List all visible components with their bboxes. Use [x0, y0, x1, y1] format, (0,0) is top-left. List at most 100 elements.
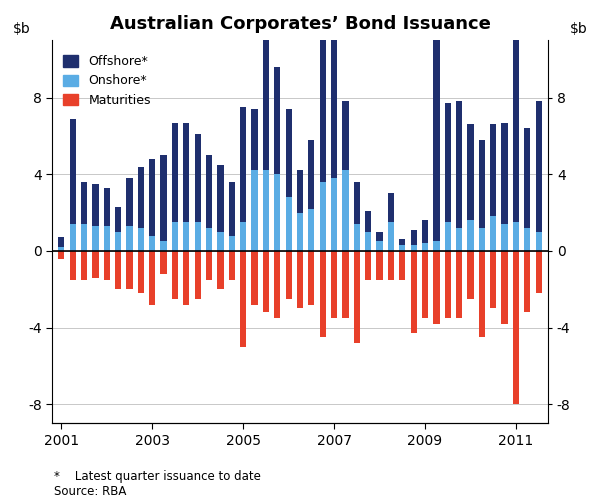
Bar: [490, 124, 496, 216]
Text: $b: $b: [569, 22, 587, 36]
Bar: [320, 38, 326, 182]
Bar: [536, 102, 542, 232]
Bar: [194, 134, 201, 222]
Bar: [297, 171, 303, 213]
Bar: [127, 178, 133, 226]
Bar: [70, 224, 76, 251]
Bar: [365, 232, 371, 251]
Bar: [286, 251, 292, 299]
Bar: [320, 182, 326, 251]
Bar: [58, 247, 64, 251]
Bar: [479, 140, 485, 228]
Bar: [172, 222, 178, 251]
Bar: [127, 226, 133, 251]
Bar: [217, 251, 224, 289]
Bar: [536, 251, 542, 293]
Bar: [524, 228, 530, 251]
Title: Australian Corporates’ Bond Issuance: Australian Corporates’ Bond Issuance: [110, 15, 490, 33]
Bar: [160, 155, 167, 241]
Bar: [433, 34, 440, 241]
Bar: [422, 243, 428, 251]
Bar: [354, 251, 360, 343]
Bar: [274, 67, 280, 174]
Bar: [467, 251, 473, 299]
Bar: [331, 178, 337, 251]
Bar: [467, 124, 473, 220]
Bar: [251, 171, 257, 251]
Bar: [104, 188, 110, 226]
Bar: [490, 251, 496, 308]
Bar: [104, 226, 110, 251]
Bar: [456, 251, 462, 318]
Bar: [149, 159, 155, 235]
Bar: [172, 251, 178, 299]
Bar: [81, 224, 87, 251]
Bar: [217, 164, 224, 232]
Bar: [524, 128, 530, 228]
Bar: [502, 123, 508, 224]
Bar: [194, 251, 201, 299]
Bar: [229, 182, 235, 235]
Bar: [479, 251, 485, 337]
Bar: [194, 222, 201, 251]
Bar: [160, 241, 167, 251]
Bar: [160, 251, 167, 274]
Bar: [138, 166, 144, 228]
Bar: [399, 245, 406, 251]
Legend: Offshore*, Onshore*, Maturities: Offshore*, Onshore*, Maturities: [58, 50, 156, 112]
Bar: [149, 235, 155, 251]
Bar: [331, 251, 337, 318]
Bar: [263, 0, 269, 171]
Bar: [343, 251, 349, 318]
Bar: [410, 230, 417, 245]
Bar: [513, 222, 519, 251]
Bar: [524, 251, 530, 312]
Bar: [127, 251, 133, 289]
Bar: [229, 251, 235, 280]
Bar: [58, 237, 64, 247]
Bar: [149, 251, 155, 304]
Bar: [206, 228, 212, 251]
Bar: [206, 155, 212, 228]
Bar: [240, 251, 246, 347]
Bar: [115, 207, 121, 232]
Bar: [456, 102, 462, 228]
Bar: [502, 251, 508, 324]
Bar: [365, 251, 371, 280]
Bar: [240, 107, 246, 222]
Bar: [251, 251, 257, 304]
Bar: [308, 209, 314, 251]
Bar: [183, 251, 190, 304]
Bar: [263, 251, 269, 312]
Bar: [308, 140, 314, 209]
Bar: [251, 109, 257, 171]
Bar: [331, 25, 337, 178]
Bar: [354, 182, 360, 224]
Bar: [92, 184, 98, 226]
Bar: [502, 224, 508, 251]
Bar: [274, 174, 280, 251]
Bar: [376, 241, 383, 251]
Bar: [422, 220, 428, 243]
Bar: [354, 224, 360, 251]
Bar: [320, 251, 326, 337]
Bar: [115, 251, 121, 289]
Bar: [229, 235, 235, 251]
Bar: [399, 239, 406, 245]
Bar: [183, 123, 190, 222]
Bar: [433, 251, 440, 324]
Bar: [183, 222, 190, 251]
Bar: [274, 251, 280, 318]
Text: $b: $b: [13, 22, 31, 36]
Bar: [445, 222, 451, 251]
Bar: [445, 251, 451, 318]
Bar: [376, 251, 383, 280]
Bar: [456, 228, 462, 251]
Bar: [343, 102, 349, 171]
Bar: [399, 251, 406, 280]
Bar: [297, 213, 303, 251]
Bar: [388, 194, 394, 222]
Bar: [513, 251, 519, 404]
Bar: [104, 251, 110, 280]
Bar: [308, 251, 314, 304]
